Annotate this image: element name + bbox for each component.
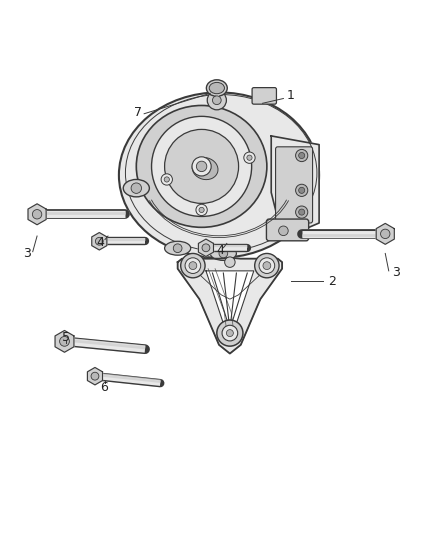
Circle shape <box>181 254 205 278</box>
Text: 3: 3 <box>23 247 31 260</box>
Circle shape <box>165 130 239 204</box>
Circle shape <box>161 174 173 185</box>
Circle shape <box>219 249 228 258</box>
Circle shape <box>296 184 308 197</box>
Circle shape <box>299 209 305 215</box>
Circle shape <box>91 372 99 380</box>
Text: 5: 5 <box>62 330 70 343</box>
Circle shape <box>222 325 238 341</box>
Circle shape <box>299 152 305 158</box>
Polygon shape <box>88 367 102 385</box>
FancyBboxPatch shape <box>252 87 276 104</box>
Circle shape <box>263 262 271 270</box>
Circle shape <box>225 257 235 268</box>
Circle shape <box>173 244 182 253</box>
Ellipse shape <box>206 80 227 96</box>
Polygon shape <box>178 258 282 353</box>
Circle shape <box>217 320 243 346</box>
Circle shape <box>259 258 275 273</box>
Ellipse shape <box>123 180 149 197</box>
Text: 4: 4 <box>216 244 224 257</box>
Circle shape <box>196 204 207 215</box>
Ellipse shape <box>210 246 237 261</box>
Circle shape <box>212 96 221 104</box>
Circle shape <box>152 116 252 216</box>
Ellipse shape <box>209 83 224 94</box>
Circle shape <box>164 177 170 182</box>
Circle shape <box>299 187 305 193</box>
Polygon shape <box>376 223 394 244</box>
Circle shape <box>296 206 308 218</box>
Text: 2: 2 <box>328 275 336 288</box>
Circle shape <box>381 229 390 239</box>
Text: 3: 3 <box>392 265 399 279</box>
Ellipse shape <box>192 158 218 180</box>
Text: 4: 4 <box>97 236 105 249</box>
FancyBboxPatch shape <box>266 219 309 241</box>
Polygon shape <box>28 204 46 225</box>
Circle shape <box>226 329 233 336</box>
Circle shape <box>196 161 207 172</box>
Circle shape <box>254 254 279 278</box>
Polygon shape <box>206 271 254 332</box>
FancyBboxPatch shape <box>276 147 313 223</box>
Circle shape <box>279 226 288 236</box>
Circle shape <box>296 149 308 161</box>
Polygon shape <box>198 239 213 256</box>
Circle shape <box>202 244 210 252</box>
Circle shape <box>131 183 141 193</box>
Circle shape <box>244 152 255 163</box>
Text: 6: 6 <box>101 381 109 393</box>
Circle shape <box>192 157 211 176</box>
Text: 7: 7 <box>134 107 141 119</box>
Text: 1: 1 <box>287 89 295 102</box>
Circle shape <box>185 258 201 273</box>
Circle shape <box>95 237 103 245</box>
Ellipse shape <box>165 241 191 255</box>
Circle shape <box>60 336 69 346</box>
Circle shape <box>247 155 252 160</box>
Circle shape <box>207 91 226 110</box>
Polygon shape <box>92 232 107 250</box>
Circle shape <box>189 262 197 270</box>
Polygon shape <box>271 136 319 236</box>
Ellipse shape <box>119 92 319 258</box>
Ellipse shape <box>136 106 267 228</box>
Circle shape <box>199 207 204 213</box>
Circle shape <box>32 209 42 219</box>
Polygon shape <box>55 330 74 352</box>
